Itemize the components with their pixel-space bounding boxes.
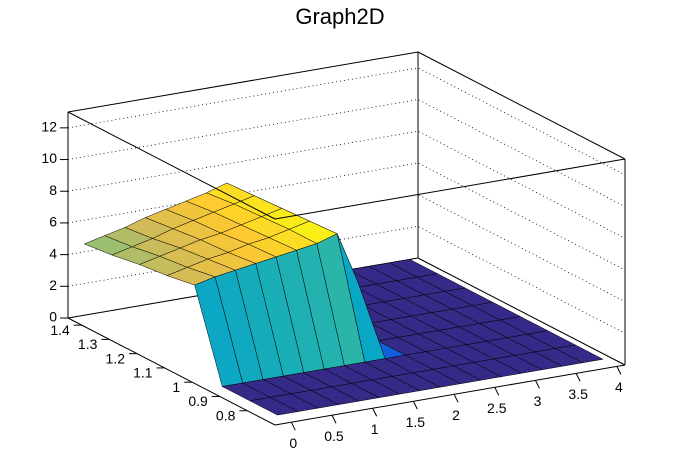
z-tick-label: 4: [49, 245, 57, 261]
x-tick-label: 1.5: [406, 414, 426, 430]
surface-cell: [249, 397, 299, 416]
x-tick-label: 3: [534, 393, 542, 409]
box-edge: [67, 111, 276, 220]
z-tick-label: 12: [41, 119, 57, 135]
y-tick-label: 0.8: [216, 407, 236, 423]
y-tick-label: 1.2: [106, 350, 126, 366]
x-tick: [616, 366, 622, 375]
grid-line: [67, 67, 626, 176]
x-tick: [290, 421, 296, 431]
y-tick-label: 1: [172, 379, 180, 395]
x-tick-label: 4: [615, 379, 623, 395]
z-tick-label: 6: [49, 214, 57, 230]
y-tick-label: 1.3: [78, 336, 98, 352]
y-tick-label: 1.1: [133, 365, 153, 381]
box-edge: [274, 158, 626, 220]
x-tick: [494, 387, 500, 396]
x-tick-label: 0.5: [324, 428, 344, 444]
z-tick-label: 10: [41, 150, 57, 166]
x-tick: [535, 380, 540, 389]
box-edge: [417, 51, 626, 160]
chart-title: Graph2D: [295, 4, 384, 29]
y-tick-label: 1.4: [50, 322, 70, 338]
z-tick-label: 0: [49, 309, 57, 325]
x-axis: [274, 364, 626, 426]
box-edge: [417, 257, 626, 366]
x-tick: [575, 373, 581, 382]
z-tick-label: 2: [49, 277, 57, 293]
x-tick-label: 2: [452, 407, 460, 423]
z-tick-label: 8: [49, 182, 57, 198]
y-tick-label: 0.9: [188, 393, 208, 409]
x-tick: [331, 415, 337, 424]
x-tick: [412, 401, 418, 410]
y-axis: [67, 317, 276, 426]
x-tick-label: 2.5: [487, 400, 507, 416]
x-tick: [453, 394, 459, 403]
x-tick-label: 3.5: [568, 386, 588, 402]
x-tick: [372, 408, 378, 417]
x-tick-label: 1: [371, 421, 379, 437]
x-tick-label: 0: [289, 435, 297, 451]
box-edge: [67, 51, 419, 113]
